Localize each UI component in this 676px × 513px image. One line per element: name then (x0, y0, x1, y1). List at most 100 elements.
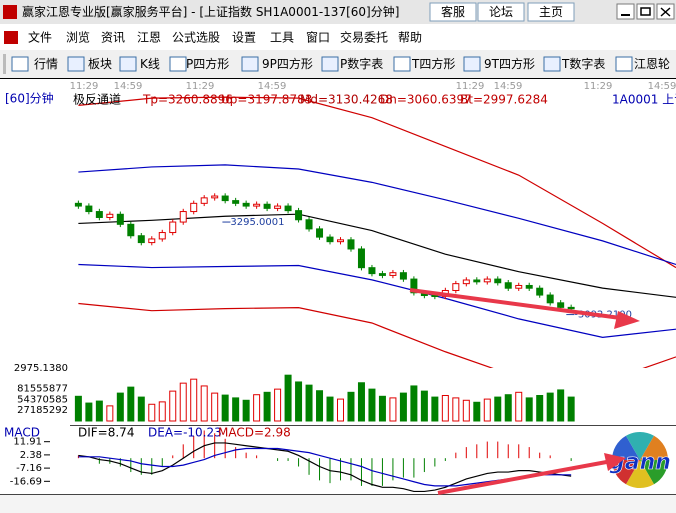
period-label: [60]分钟 (5, 91, 54, 106)
menu-item[interactable]: 江恩 (137, 31, 161, 45)
candle-body (483, 278, 491, 283)
y-tick-label: 2.38 (20, 450, 42, 461)
header-button-label: 主页 (539, 5, 563, 19)
menu-item[interactable]: 资讯 (101, 31, 125, 45)
time-label: 14:59 (114, 81, 143, 92)
menu-item[interactable]: 帮助 (398, 31, 422, 45)
volume-bar (169, 390, 177, 422)
candle-body (200, 197, 208, 204)
toolbar-item[interactable]: 板块 (88, 57, 112, 71)
menu-item[interactable]: 交易委托 (340, 30, 388, 45)
volume-bar (116, 392, 124, 422)
volume-bar (295, 381, 303, 422)
time-label: 14:59 (258, 81, 287, 92)
toolbar-item[interactable]: 行情 (34, 57, 58, 71)
toolbar-item[interactable]: T四方形 (411, 56, 455, 71)
time-label: 11:29 (584, 81, 613, 92)
legend-entry: DIF=8.74 (78, 426, 134, 440)
y-tick-label: 11.91 (13, 437, 42, 448)
volume-bar (127, 386, 135, 422)
channel-line (78, 302, 676, 368)
candle-body (525, 284, 533, 289)
candle-body (389, 272, 397, 276)
volume-bar (441, 395, 449, 422)
toolbar-grip (3, 54, 6, 74)
toolbar-icon (11, 56, 29, 72)
candle-body (85, 205, 93, 213)
candle-body (274, 205, 282, 209)
toolbar-item[interactable]: K线 (140, 57, 160, 71)
volume-bar (148, 403, 156, 422)
maximize-glyph (640, 7, 651, 16)
volume-bar (221, 394, 229, 422)
volume-bar (179, 382, 187, 422)
minimize-button[interactable] (616, 3, 635, 20)
menu-item[interactable]: 设置 (232, 31, 256, 45)
status-bar (0, 495, 676, 513)
menu-item[interactable]: 公式选股 (172, 31, 220, 45)
toolbar-icon (241, 56, 259, 72)
time-label: 14:59 (494, 81, 523, 92)
toolbar-item[interactable]: P四方形 (186, 56, 229, 71)
y-tick-label: 54370585 (17, 394, 68, 405)
header-button-label: 客服 (441, 4, 465, 19)
volume-bar (211, 392, 219, 422)
volume-bar (536, 395, 544, 422)
menu-item[interactable]: 窗口 (306, 31, 330, 45)
header-button[interactable] (527, 2, 575, 22)
logo-wedge (612, 435, 640, 460)
menu-item[interactable]: 文件 (28, 30, 52, 45)
candle-body (242, 202, 250, 207)
volume-bar (462, 399, 470, 422)
annotation-arrow (409, 288, 629, 321)
macd-line (78, 447, 572, 487)
candle-body (263, 203, 271, 209)
menu-item[interactable]: 浏览 (66, 30, 90, 45)
toolbar-icon (615, 56, 633, 72)
logo-wedge (640, 460, 668, 485)
app-icon (3, 5, 17, 19)
channel-line (78, 263, 676, 338)
arrow-head (604, 453, 626, 471)
logo-wedge (626, 432, 654, 460)
volume-bar (326, 396, 334, 422)
header-button[interactable] (477, 2, 525, 22)
volume-bar (253, 394, 261, 422)
volume-bar (336, 398, 344, 422)
volume-bar (378, 395, 386, 422)
y-tick-label: 81555877 (17, 384, 68, 395)
candle-body (567, 306, 575, 310)
logo-text: gann (609, 450, 671, 475)
toolbar-icon (463, 56, 481, 72)
toolbar-item[interactable]: T数字表 (561, 56, 605, 71)
volume-bar (242, 399, 250, 422)
toolbar-item[interactable]: 9P四方形 (262, 56, 313, 71)
candle-body (305, 219, 313, 230)
candle-body (347, 239, 355, 250)
channel-line (78, 213, 676, 298)
time-label: 11:29 (186, 81, 215, 92)
volume-bar (284, 374, 292, 422)
legend-entry: DEA=-10.23 (148, 426, 222, 440)
menu-item[interactable]: 工具 (270, 31, 294, 45)
candle-body (452, 283, 460, 291)
channel-line (78, 164, 676, 266)
volume-bar (410, 385, 418, 422)
candle-body (316, 228, 324, 238)
macd-line (78, 442, 572, 493)
menu-bar (0, 25, 676, 49)
legend-entry: Md=3130.4268 (300, 93, 393, 107)
legend-entry: Tp=3260.8896 (142, 93, 233, 107)
toolbar-item[interactable]: 江恩轮 (634, 57, 670, 71)
volume-bar (85, 402, 93, 422)
legend-entry: Bt=2997.6284 (460, 93, 548, 107)
header-button[interactable] (429, 2, 477, 22)
toolbar-item[interactable]: P数字表 (340, 56, 383, 71)
volume-bar (232, 397, 240, 422)
volume-bar (305, 384, 313, 422)
volume-bar (504, 394, 512, 422)
price-panel (74, 96, 676, 368)
toolbar-icon (169, 56, 187, 72)
maximize-button[interactable] (636, 3, 655, 20)
toolbar-item[interactable]: 9T四方形 (484, 56, 535, 71)
